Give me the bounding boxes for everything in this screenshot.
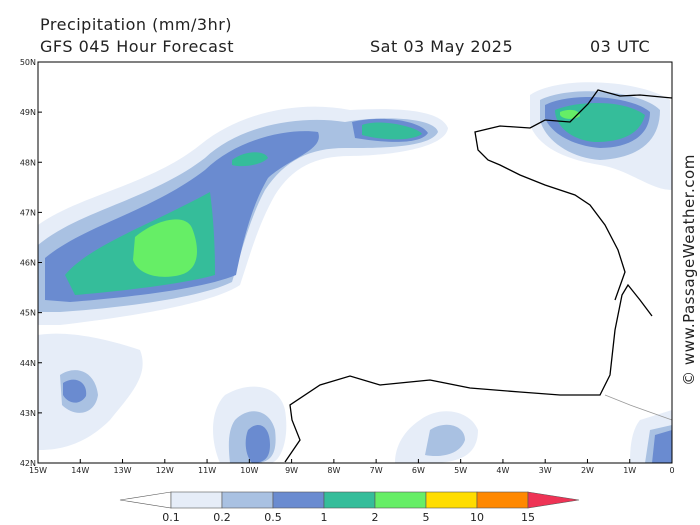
lat-label: 44N: [20, 359, 36, 368]
lon-label: 1W: [623, 466, 636, 475]
lon-label: 11W: [198, 466, 216, 475]
legend-swatch: [476, 491, 529, 509]
legend-label: 10: [470, 511, 484, 524]
legend-label: 2: [372, 511, 379, 524]
legend-label: 0.2: [213, 511, 231, 524]
lon-label: 4W: [496, 466, 509, 475]
lat-label: 46N: [20, 259, 36, 268]
lat-label: 48N: [20, 158, 36, 167]
lat-label: 42N: [20, 459, 36, 468]
legend-label: 5: [423, 511, 430, 524]
border: [604, 394, 673, 421]
lat-label: 47N: [20, 208, 36, 217]
lon-label: 7W: [370, 466, 383, 475]
lon-label: 14W: [71, 466, 89, 475]
precip-very-heavy: [133, 109, 580, 277]
legend-label: 0.1: [162, 511, 180, 524]
lon-label: 12W: [156, 466, 174, 475]
coastline: [284, 89, 673, 463]
legend-swatch: [425, 491, 478, 509]
legend-swatch: [170, 491, 223, 509]
lon-label: 0: [669, 466, 674, 475]
legend-label: 1: [321, 511, 328, 524]
lon-label: 15W: [29, 466, 47, 475]
legend-swatch: [374, 491, 427, 509]
legend-swatch: [272, 491, 325, 509]
legend-swatch: [323, 491, 376, 509]
time-label: 03 UTC: [590, 37, 650, 56]
precip-moderate: [45, 96, 672, 463]
lon-label: 13W: [113, 466, 131, 475]
precip-heavy: [65, 103, 645, 296]
lon-label: 6W: [412, 466, 425, 475]
legend-label: 0.5: [264, 511, 282, 524]
lon-label: 9W: [285, 466, 298, 475]
lon-label: 10W: [240, 466, 258, 475]
lon-label: 2W: [581, 466, 594, 475]
lon-label: 3W: [539, 466, 552, 475]
title: Precipitation (mm/3hr): [40, 15, 232, 34]
lat-label: 43N: [20, 409, 36, 418]
lat-label: 49N: [20, 108, 36, 117]
lon-label: 8W: [327, 466, 340, 475]
watermark: © www.PassageWeather.com: [680, 154, 698, 386]
legend-arrow-right: [527, 491, 580, 509]
map-area: [37, 61, 673, 464]
color-legend: 0.1 0.2 0.5 1 2 5 10 15: [119, 491, 580, 524]
lat-label: 45N: [20, 309, 36, 318]
lat-label: 50N: [20, 58, 36, 67]
model-label: GFS 045 Hour Forecast: [40, 37, 234, 56]
lon-label: 5W: [454, 466, 467, 475]
date-label: Sat 03 May 2025: [370, 37, 513, 56]
legend-swatch: [221, 491, 274, 509]
legend-arrow-left: [119, 491, 172, 509]
legend-label: 15: [521, 511, 535, 524]
